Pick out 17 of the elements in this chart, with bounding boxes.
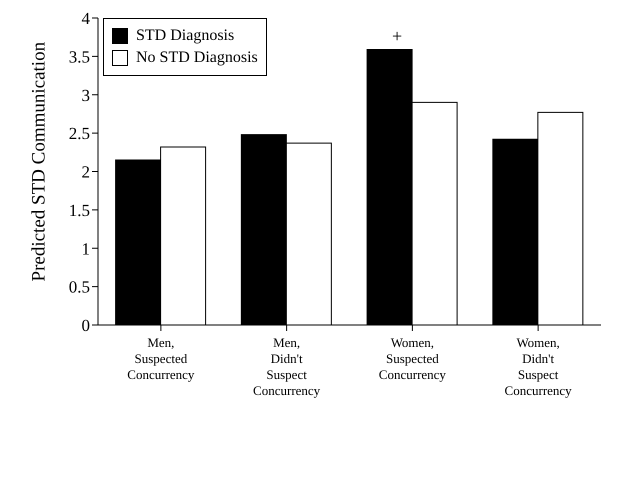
y-tick-label: 0: [82, 316, 90, 336]
y-tick-label: 1.5: [68, 200, 90, 220]
y-tick-label: 2.5: [68, 124, 90, 144]
legend-label: No STD Diagnosis: [136, 49, 258, 67]
y-tick-label: 1: [82, 239, 90, 258]
legend-label: STD Diagnosis: [136, 27, 234, 45]
x-tick-label: Women, Didn't Suspect Concurrency: [504, 335, 572, 398]
y-axis-title: Predicted STD Communication: [28, 41, 50, 282]
y-tick-label: 3.5: [68, 47, 90, 66]
y-tick-label: 4: [82, 9, 90, 28]
y-tick-label: 3: [82, 86, 90, 105]
x-tick-label: Men, Didn't Suspect Concurrency: [253, 335, 321, 398]
x-tick-label: Men, Suspected Concurrency: [127, 335, 195, 382]
y-tick-label: 0.5: [68, 278, 90, 297]
annotation: +: [392, 26, 402, 46]
y-tick-label: 2: [82, 162, 90, 182]
x-tick-label: Women, Suspected Concurrency: [378, 335, 446, 382]
